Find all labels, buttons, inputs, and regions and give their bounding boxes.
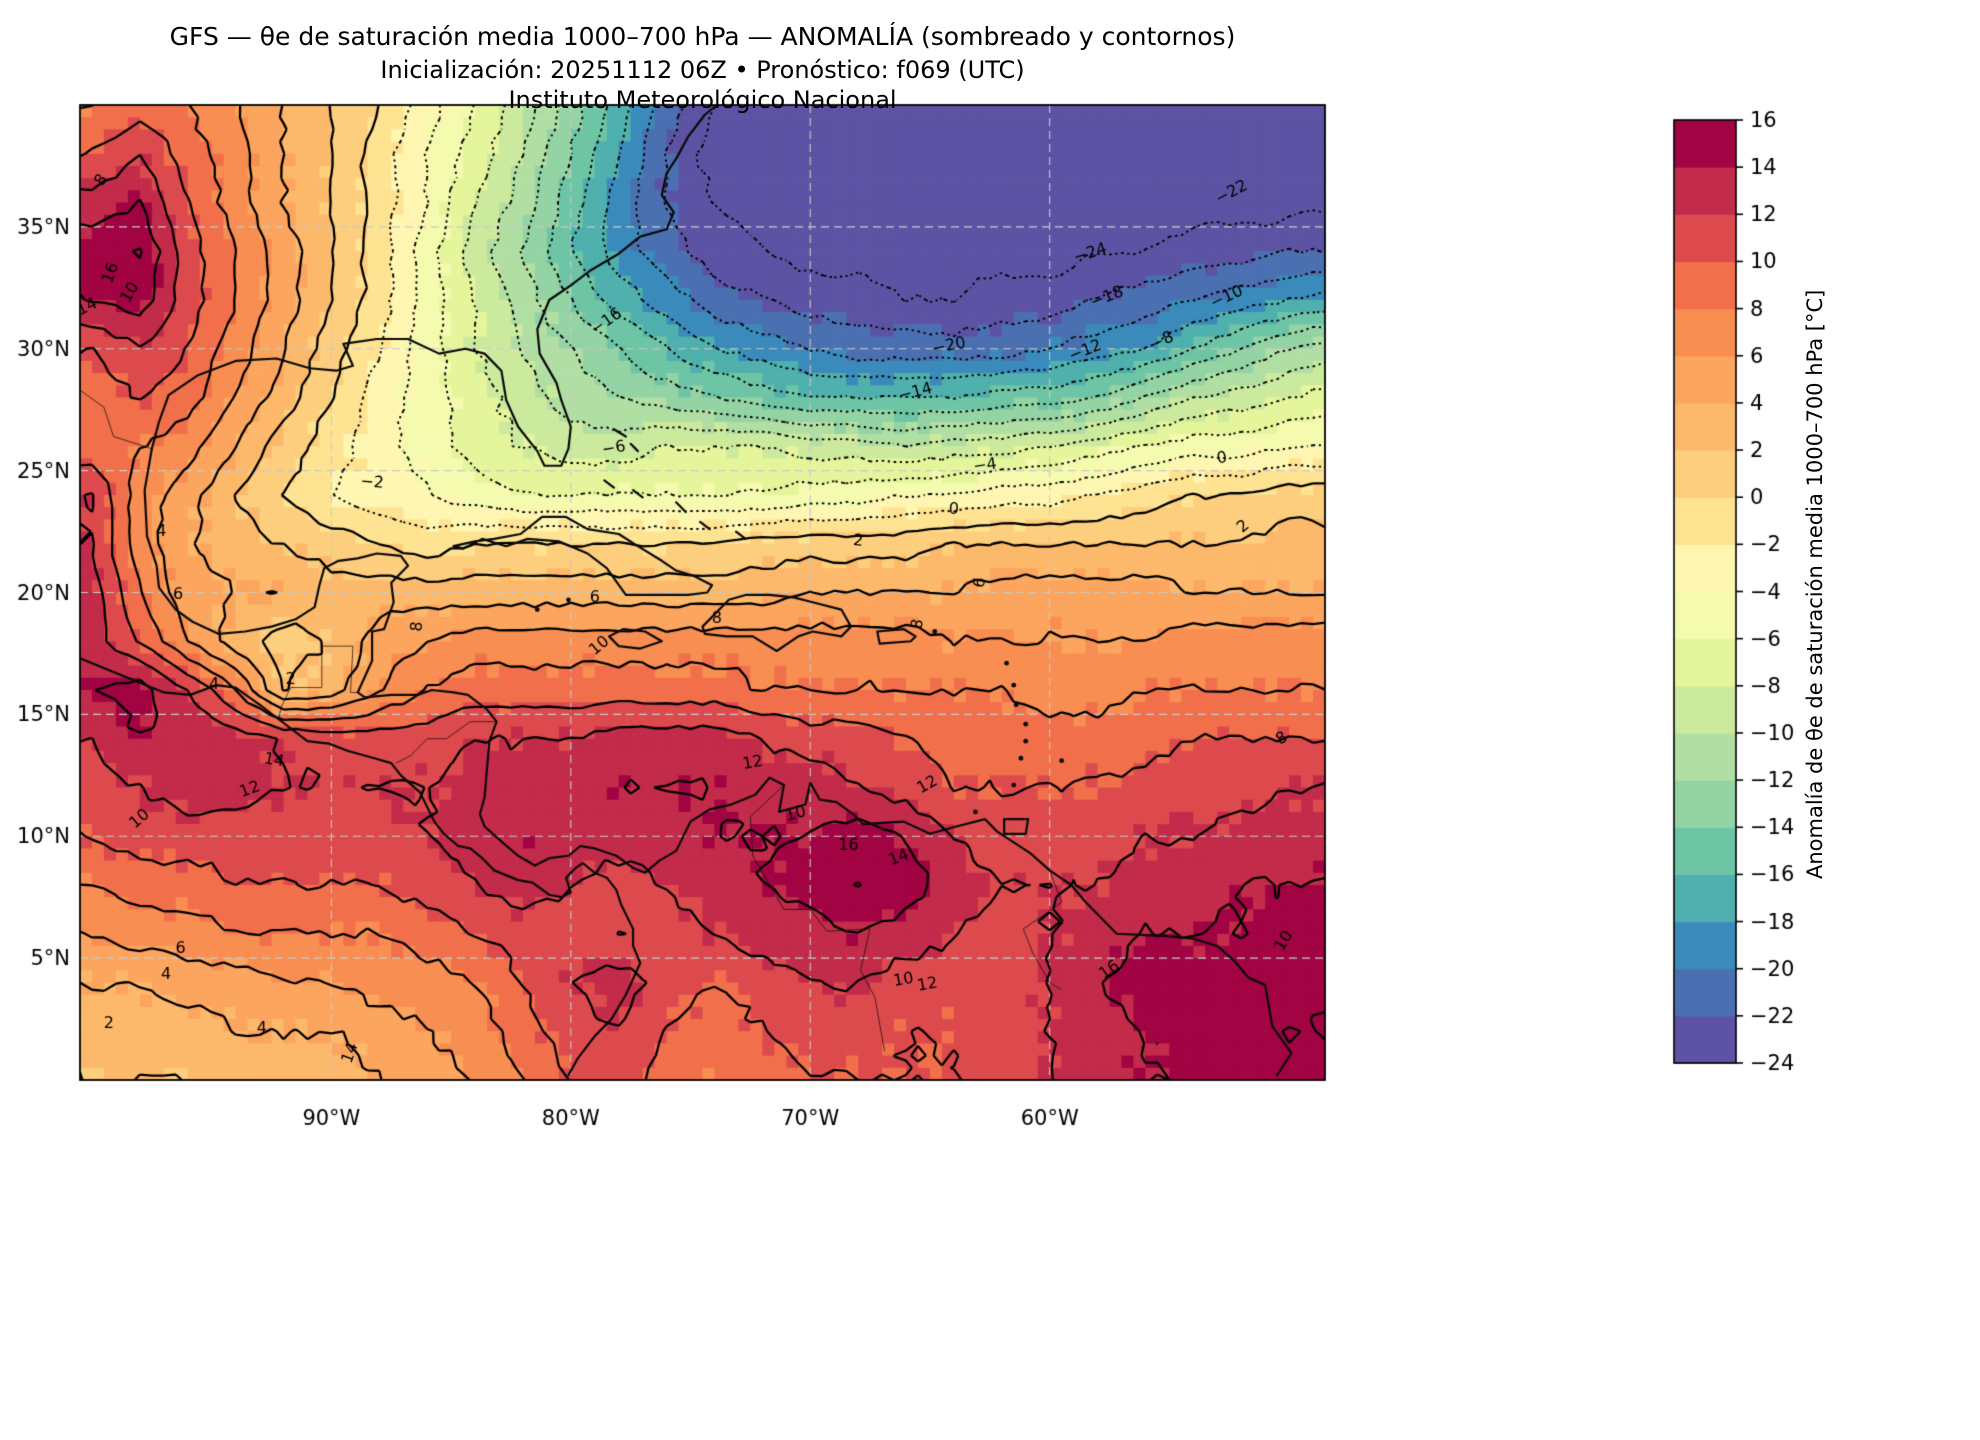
colorbar-axis-label: Anomalía de θe de saturación media 1000–… xyxy=(1803,289,1827,879)
chart-title: GFS — θe de saturación media 1000–700 hP… xyxy=(169,22,1236,51)
chart-institution: Instituto Meteorológico Nacional xyxy=(508,86,897,114)
chart-subtitle-run-forecast: Inicialización: 20251112 06Z • Pronóstic… xyxy=(380,56,1025,84)
